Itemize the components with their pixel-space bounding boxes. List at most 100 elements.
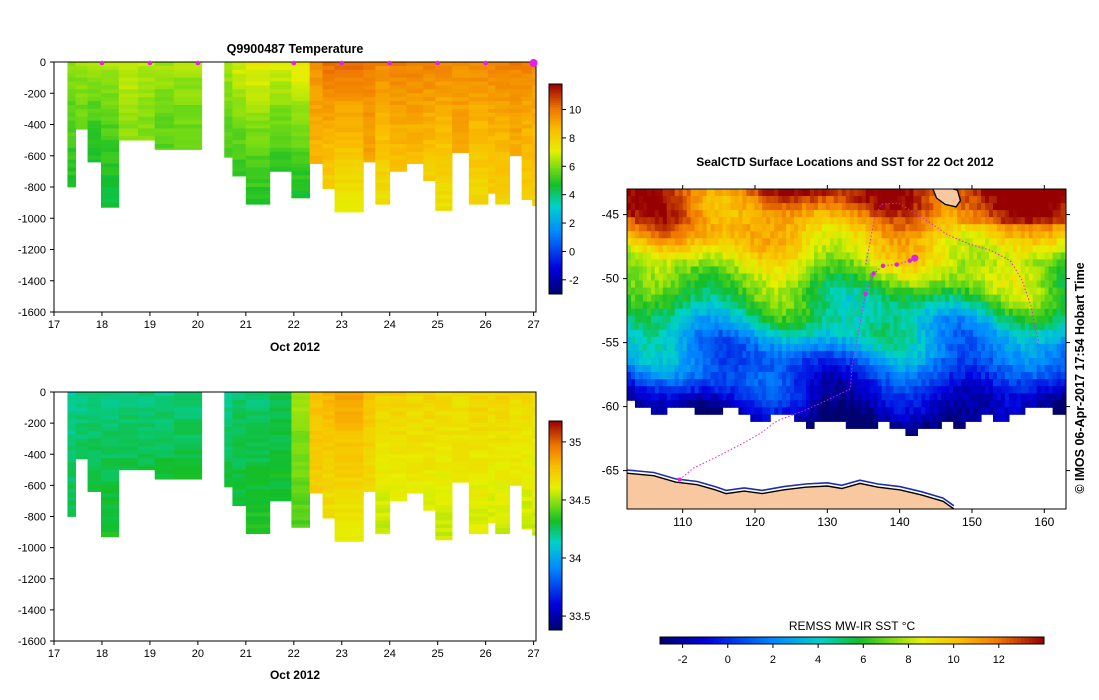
sst-cell [786, 358, 791, 366]
sst-cell [873, 414, 879, 422]
profile-cell [232, 159, 247, 164]
profile-cell [452, 458, 470, 463]
colorbar-segment [549, 574, 562, 578]
sst-cell [829, 386, 835, 394]
sst-cell [893, 414, 899, 422]
sst-cell [929, 231, 934, 239]
sst-cell [925, 294, 930, 303]
sst-cell [885, 322, 891, 331]
profile-cell [406, 407, 424, 412]
profile-cell [309, 469, 323, 475]
sst-cell [806, 273, 811, 282]
sst-cell [635, 224, 640, 232]
profile-cell [154, 477, 175, 480]
sst-cell [925, 343, 930, 352]
sst-cell [726, 350, 731, 359]
sst-cell [654, 189, 660, 197]
sst-cell [873, 372, 879, 380]
colorbar-segment [549, 193, 562, 197]
sst-cell [905, 329, 910, 338]
sst-cell [718, 294, 724, 303]
sst-cell [925, 252, 930, 260]
sst-cell [913, 322, 918, 331]
sst-cell [782, 301, 787, 310]
profile-column [406, 392, 424, 494]
sst-cell [782, 238, 787, 246]
colorbar-tick-label: 6 [569, 161, 575, 173]
profile-cell [75, 450, 88, 455]
sst-cell [909, 231, 914, 239]
sst-cell [627, 280, 632, 289]
profile-cell [75, 442, 88, 447]
sst-cell [814, 259, 819, 267]
profile-cell [532, 489, 536, 494]
sst-cell [969, 266, 974, 274]
sst-cell [837, 245, 843, 253]
colorbar-segment [549, 616, 562, 619]
profile-cell [363, 430, 376, 436]
sst-cell [877, 231, 883, 239]
sst-cell [786, 393, 791, 401]
sst-cell [849, 273, 855, 282]
sst-cell [658, 365, 664, 373]
profile-cell [423, 481, 436, 486]
sst-cell [762, 308, 767, 317]
sst-cell [937, 315, 942, 324]
sst-cell [949, 273, 954, 282]
profile-cell [406, 485, 424, 490]
sst-cell [646, 210, 652, 218]
sst-cell [925, 266, 930, 274]
profile-cell [291, 516, 311, 521]
sst-cell [969, 196, 974, 204]
profile-cell [452, 132, 470, 137]
sst-cell [885, 350, 891, 359]
sst-cell [646, 400, 652, 408]
sst-cell [627, 245, 632, 253]
sst-cell [837, 336, 843, 345]
sst-cell [945, 245, 950, 253]
profile-cell [173, 144, 203, 149]
sst-cell [750, 210, 755, 218]
profile-cell [245, 508, 271, 514]
sst-cell [821, 308, 827, 317]
sst-cell [650, 224, 656, 232]
sst-cell [925, 336, 930, 345]
sst-cell [953, 301, 958, 310]
profile-cell [101, 190, 120, 196]
profile-cell [435, 198, 453, 204]
profile-cell [291, 140, 311, 145]
profile-cell [67, 442, 76, 447]
sst-cell [949, 343, 954, 352]
sst-cell [730, 379, 735, 387]
sst-cell [814, 266, 819, 274]
sst-cell [897, 379, 903, 387]
sst-cell [929, 358, 934, 366]
sst-cell [853, 231, 859, 239]
profile-cell [423, 77, 436, 82]
sst-cell [726, 365, 731, 373]
sst-cell [694, 273, 700, 282]
sst-cell [742, 280, 747, 289]
sst-cell [646, 203, 652, 211]
profile-cell [389, 155, 407, 161]
sst-cell [893, 203, 899, 211]
sst-cell [654, 393, 660, 401]
sst-cell [642, 358, 648, 366]
sst-cell [726, 358, 731, 366]
sst-cell [786, 400, 791, 408]
sst-cell [861, 196, 867, 204]
sst-cell [730, 196, 735, 204]
sst-cell [957, 287, 962, 296]
sst-cell [885, 308, 891, 317]
profile-cell [375, 101, 391, 106]
profile-column [334, 392, 364, 542]
colorbar-segment [549, 448, 562, 452]
profile-cell [245, 120, 271, 125]
profile-cell [173, 108, 203, 114]
colorbar-segment [549, 284, 562, 288]
profile-cell [521, 481, 533, 486]
sst-cell [742, 308, 747, 317]
profile-cell [334, 194, 364, 200]
sst-cell [638, 400, 644, 408]
profile-cell [232, 167, 247, 172]
